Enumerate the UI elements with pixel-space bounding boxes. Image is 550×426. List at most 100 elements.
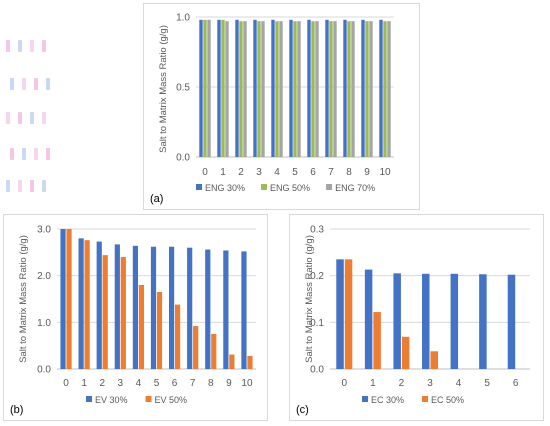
bar-eng-30--4 (271, 19, 275, 157)
x-tick-label: 2 (238, 167, 244, 178)
bar-ec-30--5 (479, 274, 487, 369)
margin-stripe (18, 112, 22, 124)
bar-ec-30--4 (450, 273, 459, 369)
bar-ev-30--9 (223, 250, 229, 369)
bar-eng-50--5 (293, 21, 297, 158)
legend-label: EV 30% (95, 395, 128, 405)
margin-stripe (10, 78, 14, 90)
bar-eng-50--3 (257, 21, 261, 158)
y-tick-label: 0.0 (310, 365, 324, 376)
legend-swatch (86, 396, 92, 402)
y-axis-title: Salt to Matrix Mass Ratio (g/g) (158, 25, 169, 153)
bar-eng-30--1 (217, 19, 221, 157)
bar-ev-30--0 (60, 229, 66, 369)
bar-eng-50--8 (347, 21, 351, 158)
legend-swatch (422, 396, 429, 402)
y-tick-label: 0.0 (176, 153, 190, 164)
bar-ev-30--1 (78, 238, 84, 369)
x-tick-label: 0 (202, 167, 208, 178)
bar-ec-30--3 (422, 273, 430, 369)
bar-ec-30--2 (393, 273, 401, 369)
bar-eng-70--3 (261, 21, 265, 158)
bar-eng-70--6 (315, 21, 319, 158)
bar-eng-70--2 (243, 21, 247, 158)
bar-ev-50--10 (247, 355, 253, 369)
bar-ev-50--1 (84, 240, 90, 369)
x-tick-label: 3 (118, 378, 124, 389)
bar-ev-30--7 (187, 247, 193, 369)
bar-ev-50--2 (102, 255, 108, 369)
x-tick-label: 9 (364, 167, 370, 178)
chart-panel-a: 0.0 0.5 1.0 0 1 2 3 4 5 6 7 8 9 10 Salt to Matrix Mass… (143, 3, 420, 210)
bar-eng-30--0 (199, 19, 203, 157)
x-tick-label: 8 (208, 378, 214, 389)
bar-eng-50--4 (275, 21, 279, 158)
bar-eng-30--2 (235, 19, 239, 157)
bar-eng-70--1 (225, 21, 229, 158)
legend-swatch (261, 184, 268, 190)
y-axis-title: Salt to Matrix Mass Ratio (g/g) (304, 235, 315, 363)
bar-ec-50--0 (344, 259, 353, 369)
y-tick-label: 1.0 (176, 13, 190, 24)
bar-ev-30--5 (150, 246, 157, 369)
panel-label: (a) (150, 193, 163, 205)
chart-a-svg: 0.0 0.5 1.0 0 1 2 3 4 5 6 7 8 9 10 Salt to Matrix Mass… (150, 13, 394, 205)
bar-ec-30--0 (336, 259, 344, 369)
margin-stripe (30, 112, 34, 124)
bar-ev-50--6 (174, 304, 181, 369)
y-axis-title: Salt to Matrix Mass Ratio (g/g) (18, 235, 29, 363)
margin-stripe (46, 78, 50, 90)
margin-stripe (30, 180, 34, 192)
bar-ev-30--3 (114, 244, 120, 369)
y-tick-label: 2.0 (37, 271, 51, 282)
bar-ec-30--1 (364, 269, 373, 369)
x-tick-label: 4 (456, 378, 462, 389)
bar-eng-50--7 (329, 21, 333, 158)
bar-ec-30--6 (507, 274, 516, 369)
margin-stripe (6, 112, 10, 124)
bar-eng-30--9 (361, 19, 365, 157)
chart-panel-c: 0.0 0.1 0.2 0.3 0 1 2 3 4 5 6 Salt to Matrix Mass R… (289, 214, 544, 421)
bar-eng-70--9 (369, 21, 373, 158)
bar-ev-30--2 (96, 241, 102, 369)
panel-label: (c) (296, 404, 309, 416)
x-tick-label: 1 (81, 378, 87, 389)
bar-eng-30--10 (379, 19, 383, 157)
bar-ev-50--8 (211, 334, 217, 369)
x-tick-label: 4 (274, 167, 280, 178)
x-tick-label: 1 (370, 378, 376, 389)
margin-stripe (34, 148, 38, 160)
chart-b-svg: 0.0 1.0 2.0 3.0 0 1 2 3 4 5 6 7 8 9 10 Salt to Matrix M… (10, 225, 256, 416)
y-tick-label: 0.5 (176, 83, 190, 94)
bar-eng-50--1 (221, 19, 225, 157)
x-tick-label: 2 (399, 378, 405, 389)
x-tick-label: 5 (292, 167, 298, 178)
bar-eng-50--6 (311, 21, 315, 158)
x-tick-label: 5 (154, 378, 160, 389)
x-tick-label: 0 (63, 378, 69, 389)
legend-swatch (362, 396, 368, 402)
x-tick-label: 10 (241, 378, 253, 389)
x-tick-label: 2 (99, 378, 105, 389)
bar-ec-50--2 (401, 336, 410, 369)
legend-label: EC 50% (431, 395, 464, 405)
legend-label: ENG 30% (205, 183, 245, 193)
margin-stripe (18, 40, 22, 52)
margin-stripe (42, 180, 46, 192)
legend-label: EV 50% (155, 395, 188, 405)
margin-stripe (46, 148, 50, 160)
x-tick-label: 6 (513, 378, 519, 389)
bar-eng-70--0 (207, 19, 211, 157)
bar-eng-70--4 (279, 21, 283, 158)
x-tick-label: 5 (484, 378, 490, 389)
margin-stripe (6, 40, 10, 52)
bar-eng-50--2 (239, 21, 243, 158)
x-tick-label: 6 (172, 378, 178, 389)
bar-eng-70--5 (297, 21, 301, 158)
y-tick-label: 0.0 (37, 365, 51, 376)
legend-swatch (326, 184, 333, 190)
chart-c-svg: 0.0 0.1 0.2 0.3 0 1 2 3 4 5 6 Salt to Matrix Mass R… (296, 225, 530, 416)
x-tick-label: 9 (226, 378, 232, 389)
bar-eng-30--8 (343, 19, 347, 157)
chart-panel-b: 0.0 1.0 2.0 3.0 0 1 2 3 4 5 6 7 8 9 10 Salt to Matrix M… (3, 214, 268, 421)
